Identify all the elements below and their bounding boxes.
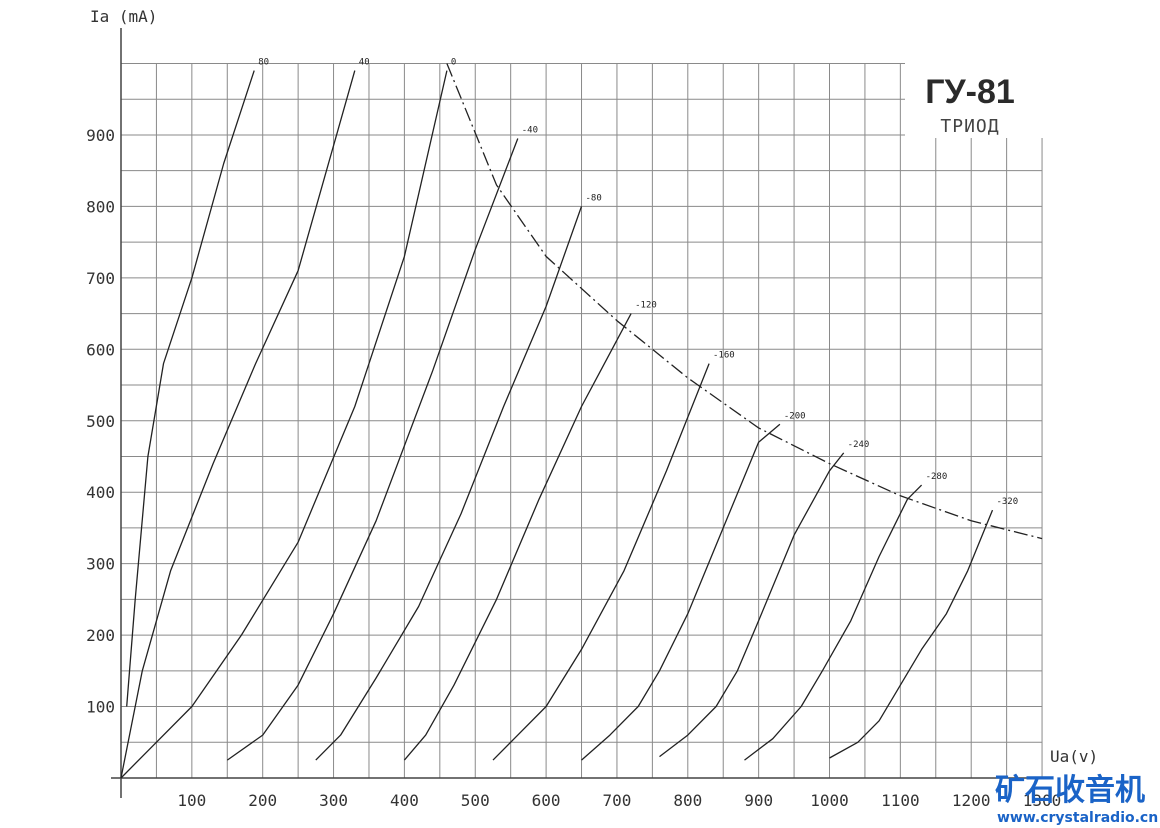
x-tick-label: 1300 <box>1023 791 1062 810</box>
curve-label: -40 <box>522 126 538 136</box>
watermark-cn: 矿石收音机 <box>995 773 1145 808</box>
x-tick-label: 300 <box>319 791 348 810</box>
curve-label: 80 <box>258 58 269 68</box>
grid <box>121 63 1043 778</box>
curve-label: -280 <box>926 472 948 482</box>
y-tick-label: 200 <box>86 626 115 645</box>
title-box <box>905 63 1045 138</box>
x-tick-label: 600 <box>532 791 561 810</box>
y-tick-label: 900 <box>86 126 115 145</box>
y-tick-label: 400 <box>86 483 115 502</box>
curve-label: -240 <box>848 440 870 450</box>
y-tick-label: 300 <box>86 555 115 574</box>
curve-neg160 <box>492 363 710 761</box>
curve-label: -320 <box>996 497 1018 507</box>
labels: 100 200 300 400 500 600 700 800 900 1000 1100 1200 1… <box>86 58 1061 810</box>
y-tick-label: 700 <box>86 269 115 288</box>
curve-label: 40 <box>359 58 370 68</box>
curve-neg40 <box>226 138 519 761</box>
curve-neg280 <box>744 484 923 761</box>
curve-label: -200 <box>784 411 806 421</box>
x-tick-label: 1000 <box>810 791 849 810</box>
curve-neg320 <box>829 509 994 759</box>
curve-label: -80 <box>586 193 602 203</box>
curve-0 <box>120 70 448 779</box>
curves <box>120 63 1043 779</box>
curve-label: -160 <box>713 351 735 361</box>
curve-label: 0 <box>451 58 456 68</box>
x-tick-label: 100 <box>177 791 206 810</box>
curve-neg200 <box>581 423 781 761</box>
y-tick-label: 800 <box>86 197 115 216</box>
axes <box>111 28 1043 798</box>
chart-subtitle: ТРИОД <box>940 116 999 137</box>
curve-40 <box>120 70 356 779</box>
x-tick-label: 1200 <box>952 791 991 810</box>
y-tick-label: 600 <box>86 340 115 359</box>
x-tick-label: 1100 <box>881 791 920 810</box>
curve-neg80 <box>315 206 583 761</box>
x-tick-label: 800 <box>673 791 702 810</box>
y-tick-label: 500 <box>86 412 115 431</box>
x-axis-title: Ua(v) <box>1050 747 1098 766</box>
max-dissipation-curve <box>446 63 1043 540</box>
x-tick-label: 700 <box>602 791 631 810</box>
curve-label: -120 <box>635 301 657 311</box>
curve-80 <box>126 70 255 707</box>
watermark-url: www.crystalradio.cn <box>997 810 1158 826</box>
y-tick-label: 100 <box>86 698 115 717</box>
curve-neg240 <box>659 452 845 758</box>
chart-title: ГУ-81 <box>925 73 1015 111</box>
curve-neg120 <box>403 313 632 761</box>
x-tick-label: 200 <box>248 791 277 810</box>
x-tick-label: 500 <box>461 791 490 810</box>
y-axis-title: Ia (mA) <box>90 7 157 26</box>
x-tick-label: 400 <box>390 791 419 810</box>
x-tick-label: 900 <box>744 791 773 810</box>
